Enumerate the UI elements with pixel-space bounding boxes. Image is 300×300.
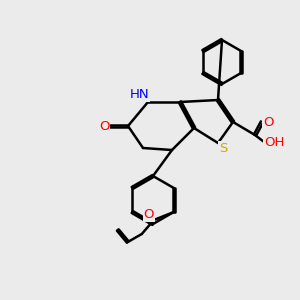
Text: O: O — [143, 208, 154, 221]
Text: OH: OH — [264, 136, 284, 149]
Text: O: O — [99, 119, 109, 133]
Text: O: O — [263, 116, 273, 128]
Text: S: S — [219, 142, 227, 154]
Text: HN: HN — [130, 88, 150, 101]
